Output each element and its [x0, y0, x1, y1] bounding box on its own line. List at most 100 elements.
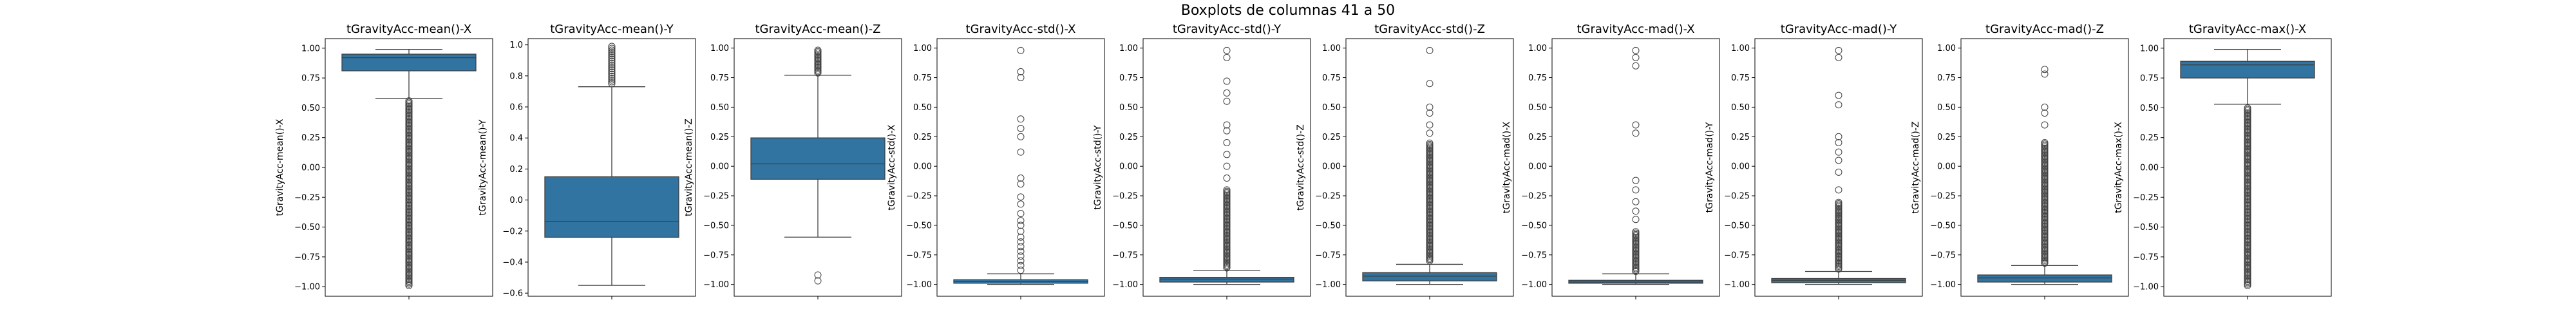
y-tick-label: −1.00 — [294, 283, 320, 292]
subplot-title: tGravityAcc-mean()-Z — [755, 23, 880, 36]
outlier-point — [608, 55, 616, 63]
y-tick-label: −0.25 — [1724, 192, 1750, 202]
outlier-point — [1017, 148, 1025, 156]
outlier-point — [1223, 53, 1231, 61]
y-tick-label: 0.75 — [1528, 73, 1547, 83]
y-tick-label: 0.25 — [1322, 133, 1341, 142]
subplots: tGravityAcc-mean()-X tGravityAcc-mean()-X… — [275, 23, 2332, 299]
outlier-point — [1017, 238, 1025, 246]
outlier-point — [1835, 168, 1842, 176]
y-tick-label: −0.75 — [2133, 252, 2159, 262]
y-axis-label: tGravityAcc-mean()-Y — [478, 119, 488, 215]
outlier-point — [1017, 247, 1025, 255]
y-tick-label: 1.00 — [710, 44, 729, 53]
outlier-point — [1017, 243, 1025, 251]
y-tick-label: 1.00 — [913, 44, 932, 53]
outlier-point — [1017, 267, 1025, 274]
outlier-point — [608, 63, 616, 71]
outlier-point — [608, 46, 616, 54]
outlier-point — [1426, 103, 1434, 111]
outlier-point — [1632, 62, 1640, 70]
outlier-point — [608, 44, 616, 52]
y-tick-label: 1.0 — [509, 41, 523, 50]
y-tick-label: −0.50 — [1315, 221, 1341, 231]
outlier-point — [608, 67, 616, 75]
outlier-point — [814, 46, 822, 54]
outlier-point — [1223, 151, 1231, 158]
outlier-point — [608, 69, 616, 77]
outlier-point — [2244, 104, 2251, 112]
iqr-box — [544, 176, 679, 238]
y-tick-label: −0.50 — [1112, 221, 1138, 231]
y-tick-label: 1.00 — [2140, 44, 2159, 53]
outlier-point — [608, 50, 616, 58]
iqr-box — [1159, 276, 1294, 283]
subplot-title: tGravityAcc-mean()-X — [346, 23, 471, 36]
axes-frame — [1142, 38, 1311, 297]
y-tick-label: 0.75 — [301, 74, 320, 84]
y-tick-label: −0.50 — [2133, 223, 2159, 232]
outlier-point — [1223, 97, 1231, 105]
y-axis-label: tGravityAcc-mean()-Z — [684, 118, 694, 216]
outlier-point — [1017, 261, 1025, 269]
y-tick-label: 0.25 — [2140, 133, 2159, 143]
axes-frame — [325, 38, 493, 297]
y-tick-label: 0.50 — [301, 104, 320, 113]
outlier-point — [1835, 156, 1842, 164]
outlier-point — [608, 61, 616, 69]
y-tick-label: 1.00 — [1119, 44, 1138, 53]
y-tick-label: −0.50 — [1521, 221, 1547, 231]
y-tick-label: 0.50 — [2140, 104, 2159, 113]
y-tick-label: −0.75 — [1724, 251, 1750, 260]
outlier-point — [608, 65, 616, 73]
subplot-title: tGravityAcc-mad()-X — [1577, 23, 1694, 36]
outlier-point — [1835, 91, 1842, 99]
outlier-point — [1835, 101, 1842, 109]
outlier-point — [1426, 46, 1434, 54]
outlier-point — [1223, 46, 1231, 54]
outlier-point — [1017, 74, 1025, 82]
y-tick-label: 0.50 — [710, 103, 729, 113]
y-tick-label: 0.25 — [710, 133, 729, 142]
y-tick-label: −0.6 — [502, 289, 523, 299]
subplot-5: tGravityAcc-std()-Y tGravityAcc-std()-Y −1… — [1093, 23, 1311, 299]
y-tick-label: 0.00 — [913, 162, 932, 172]
axes-frame — [1754, 38, 1923, 297]
axes-frame — [734, 38, 902, 297]
y-tick-label: 0.25 — [1731, 133, 1750, 142]
outlier-point — [1017, 115, 1025, 123]
outlier-point — [608, 53, 616, 61]
outlier-point — [1017, 124, 1025, 132]
y-axis-label: tGravityAcc-std()-Y — [1093, 125, 1103, 209]
outlier-point — [1835, 46, 1842, 54]
outlier-point — [608, 57, 616, 65]
iqr-box — [2180, 61, 2315, 79]
outlier-point — [608, 59, 616, 67]
outlier-point — [1017, 200, 1025, 208]
outlier-point — [1223, 175, 1231, 182]
iqr-box — [1362, 272, 1497, 281]
outlier-point — [1017, 257, 1025, 265]
outlier-point — [1632, 53, 1640, 61]
y-tick-label: 0.0 — [509, 196, 523, 205]
subplot-9: tGravityAcc-mad()-Z tGravityAcc-mad()-Z −1… — [1911, 23, 2129, 299]
y-tick-label: −1.00 — [1930, 280, 1956, 290]
outlier-point — [1835, 186, 1842, 194]
outlier-point — [1017, 217, 1025, 225]
subplot-title: tGravityAcc-mad()-Y — [1781, 23, 1897, 36]
y-tick-label: −0.75 — [1112, 251, 1138, 260]
axes-frame — [527, 38, 696, 297]
y-axis-label: tGravityAcc-mad()-Y — [1705, 122, 1715, 213]
outlier-point — [1017, 46, 1025, 54]
y-axis-label: tGravityAcc-std()-X — [887, 124, 897, 210]
y-axis-label: tGravityAcc-mean()-X — [275, 118, 285, 216]
outlier-point — [405, 97, 413, 105]
iqr-box — [341, 53, 477, 71]
outlier-point — [1426, 139, 1434, 147]
subplot-1: tGravityAcc-mean()-X tGravityAcc-mean()-X… — [275, 23, 493, 299]
y-tick-label: 0.00 — [301, 164, 320, 173]
y-tick-label: 1.00 — [1731, 44, 1750, 53]
y-tick-label: −0.75 — [294, 252, 320, 262]
y-tick-label: −1.00 — [1521, 280, 1547, 290]
